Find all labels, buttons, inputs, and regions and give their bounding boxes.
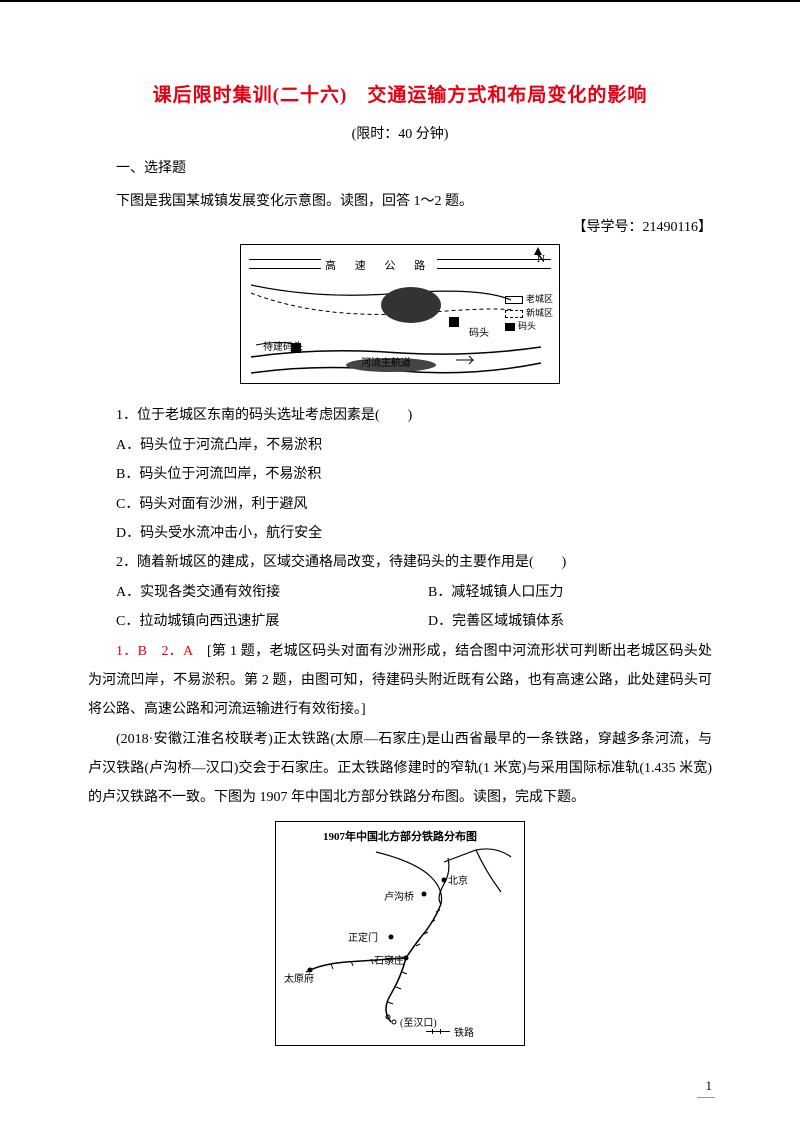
page-number: 1 (706, 1078, 713, 1094)
q2-option-a: A．实现各类交通有效衔接 (88, 578, 400, 607)
figure-2: 1907年中国北方部分铁路分布图 (275, 821, 525, 1046)
answer-explanation: 1．B 2．A [第 1 题，老城区码头对面有沙洲形成，结合图中河流形状可判断出… (88, 637, 712, 725)
intro-text-2: (2018·安徽江淮名校联考)正太铁路(太原—石家庄)是山西省最早的一条铁路，穿… (88, 725, 712, 813)
figure-1-container: N 高 速 公 路 待建码头 码头 河流主航道 老城区 新城区 码头 (88, 244, 712, 389)
time-limit: (限时：40 分钟) (88, 123, 712, 143)
intro-text-1: 下图是我国某城镇发展变化示意图。读图，回答 1～2 题。 (88, 187, 712, 216)
q1-option-d: D．码头受水流冲击小，航行安全 (88, 519, 712, 548)
q1-option-c: C．码头对面有沙洲，利于避风 (88, 490, 712, 519)
answer-key: 1．B 2．A (116, 644, 192, 659)
reference-number: 【导学号：21490116】 (88, 216, 712, 236)
dock-pending-label: 待建码头 (263, 338, 303, 353)
page-number-underline (697, 1097, 715, 1098)
taiyuanfu-label: 太原府 (284, 970, 314, 985)
river-label: 河流主航道 (361, 354, 411, 369)
question-2: 2．随着新城区的建成，区域交通格局改变，待建码头的主要作用是( ) (88, 548, 712, 577)
q2-options-row1: A．实现各类交通有效衔接 B．减轻城镇人口压力 (88, 578, 712, 607)
zhengdingmen-label: 正定门 (348, 929, 378, 944)
figure-1-legend: 老城区 新城区 码头 (505, 293, 553, 334)
dock-label: 码头 (469, 324, 489, 339)
page-title: 课后限时集训(二十六) 交通运输方式和布局变化的影响 (88, 80, 712, 107)
q2-option-c: C．拉动城镇向西迅速扩展 (88, 607, 400, 636)
shijiazhuang-label: 石家庄 (374, 952, 404, 967)
q1-option-b: B．码头位于河流凹岸，不易淤积 (88, 460, 712, 489)
beijing-label: 北京 (448, 872, 468, 887)
q2-option-d: D．完善区域城镇体系 (400, 607, 712, 636)
figure-2-container: 1907年中国北方部分铁路分布图 (88, 821, 712, 1051)
lugouqiao-label: 卢沟桥 (384, 888, 414, 903)
figure-1: N 高 速 公 路 待建码头 码头 河流主航道 老城区 新城区 码头 (240, 244, 560, 384)
section-heading: 一、选择题 (88, 157, 712, 177)
figure-2-legend: 铁路 (426, 1024, 474, 1039)
q2-option-b: B．减轻城镇人口压力 (400, 578, 712, 607)
q2-options-row2: C．拉动城镇向西迅速扩展 D．完善区域城镇体系 (88, 607, 712, 636)
question-1: 1．位于老城区东南的码头选址考虑因素是( ) (88, 401, 712, 430)
q1-option-a: A．码头位于河流凸岸，不易淤积 (88, 431, 712, 460)
